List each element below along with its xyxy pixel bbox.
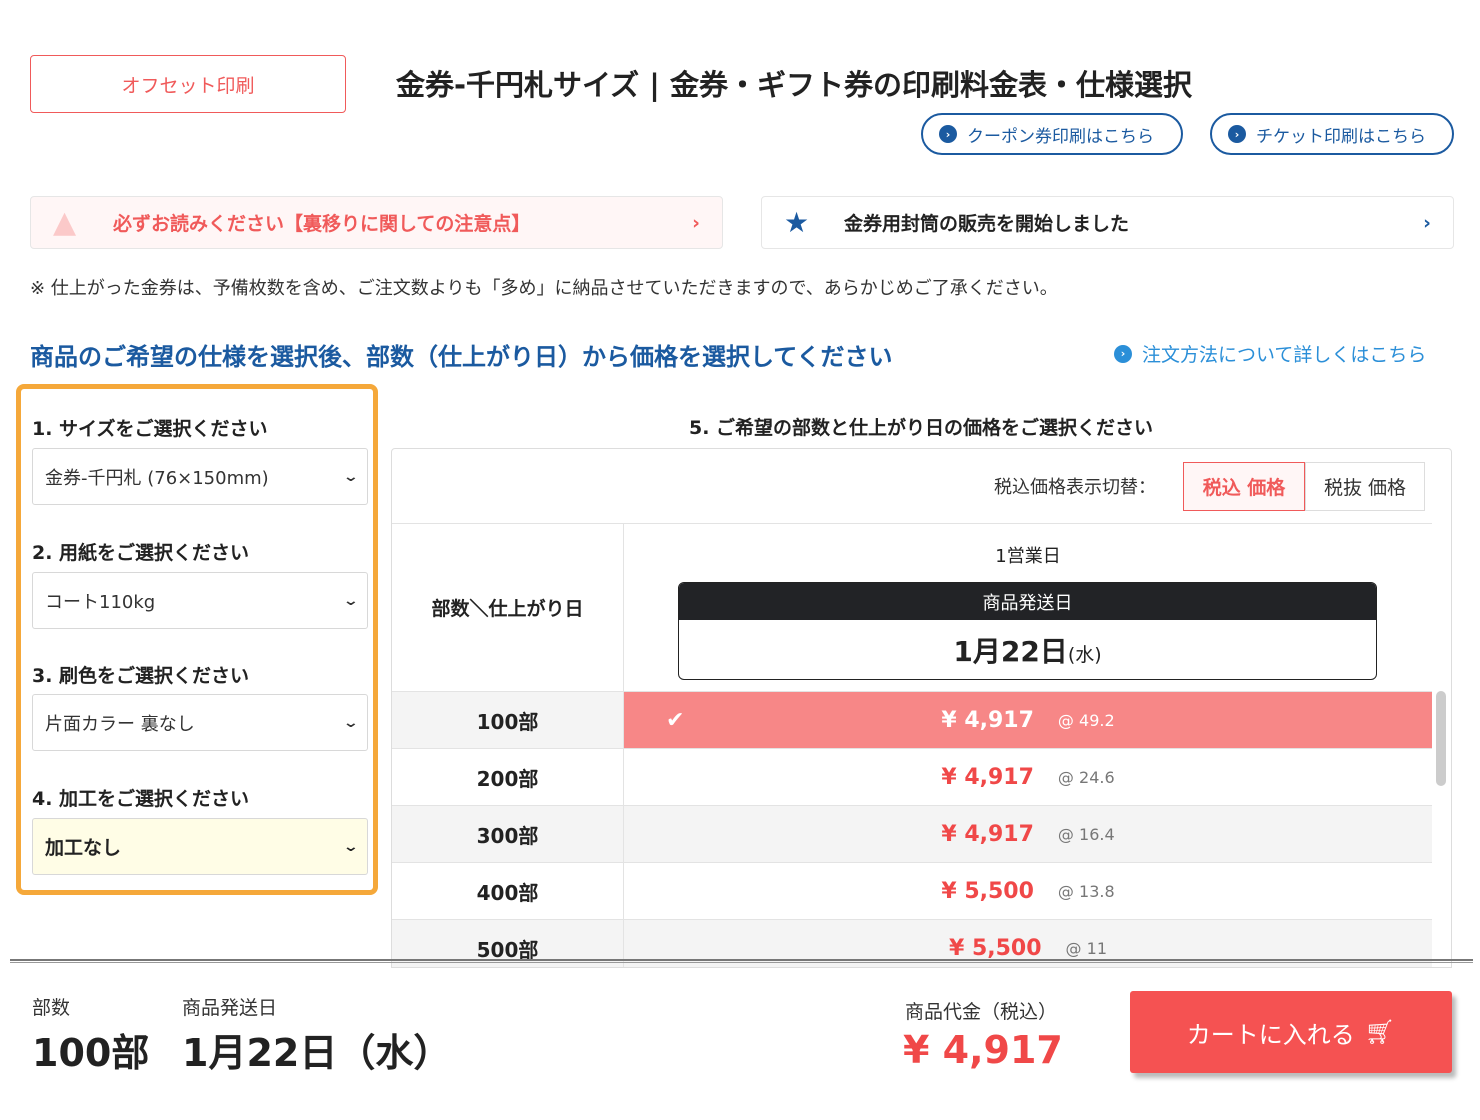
howto-link[interactable]: › 注文方法について詳しくはこちら [1114, 340, 1426, 367]
coupon-print-link[interactable]: › クーポン券印刷はこちら [921, 113, 1183, 155]
price-row[interactable]: 200部 ¥ 4,917 @ 24.6 [392, 748, 1432, 805]
paper-label: 2. 用紙をご選択ください [32, 542, 250, 564]
price-row[interactable]: 400部 ¥ 5,500 @ 13.8 [392, 862, 1432, 919]
price-cell[interactable]: ¥ 4,917 @ 16.4 [624, 806, 1432, 862]
chevron-down-icon: ⌄ [342, 592, 360, 609]
total-label: 商品代金（税込） [905, 1001, 1058, 1023]
chevron-right-icon: › [1114, 344, 1132, 363]
envelope-text: 金券用封筒の販売を開始しました [844, 213, 1130, 235]
chevron-down-icon: ⌄ [342, 838, 360, 855]
scrollbar[interactable] [1436, 691, 1446, 786]
chevron-right-icon: › [1423, 211, 1431, 234]
price: ¥ 4,917 [941, 821, 1034, 847]
cart-button-label: カートに入れる [1186, 1020, 1355, 1049]
unit-price: @ 11 [1065, 938, 1107, 958]
ship-label: 商品発送日 [182, 997, 278, 1019]
qty-cell: 200部 [392, 749, 624, 805]
price-cell[interactable]: ¥ 5,500 @ 11 [624, 920, 1432, 967]
price: ¥ 5,500 [941, 878, 1034, 904]
ship-date-box: 商品発送日 1月22日(水) [678, 582, 1377, 680]
qty-cell: 300部 [392, 806, 624, 862]
delivery-note: ※ 仕上がった金券は、予備枚数を含め、ご注文数よりも「多め」に納品させていただき… [30, 278, 1058, 299]
ship-date-label: 商品発送日 [679, 583, 1376, 620]
paper-select[interactable]: コート110kg ⌄ [32, 572, 368, 629]
ship-value: 1月22日（水） [182, 1031, 452, 1075]
corner-header: 部数＼仕上がり日 [392, 524, 624, 691]
link-label: 注文方法について詳しくはこちら [1142, 344, 1427, 366]
page-title: 金券-千円札サイズ | 金券・ギフト券の印刷料金表・仕様選択 [396, 68, 1192, 102]
finish-label: 4. 加工をご選択ください [32, 788, 250, 810]
unit-price: @ 49.2 [1057, 710, 1115, 730]
price-row[interactable]: 100部 ✔ ¥ 4,917 @ 49.2 [392, 691, 1432, 748]
price-cell[interactable]: ¥ 4,917 @ 24.6 [624, 749, 1432, 805]
color-label: 3. 刷色をご選択ください [32, 665, 250, 687]
ship-weekday: (水) [1067, 644, 1102, 666]
unit-price: @ 16.4 [1057, 824, 1115, 844]
price: ¥ 4,917 [941, 764, 1034, 790]
cart-icon: 🛒︎ [1364, 1018, 1396, 1046]
warning-notice[interactable]: ▲ 必ずお読みください【裏移りに関しての注意点】 › [30, 196, 723, 249]
price-table: 税込価格表示切替： 税込 価格 税抜 価格 部数＼仕上がり日 1営業日 商品発送… [391, 448, 1452, 968]
chevron-down-icon: ⌄ [342, 714, 360, 731]
select-value: コート110kg [45, 591, 156, 613]
size-select[interactable]: 金券-千円札 (76×150mm) ⌄ [32, 448, 368, 505]
chevron-down-icon: ⌄ [342, 468, 360, 485]
price-cell[interactable]: ✔ ¥ 4,917 @ 49.2 [624, 692, 1432, 748]
tax-excluded-toggle[interactable]: 税抜 価格 [1305, 462, 1425, 511]
select-value: 金券-千円札 (76×150mm) [45, 467, 269, 489]
total-price: ¥ 4,917 [903, 1028, 1063, 1072]
select-value: 片面カラー 裏なし [45, 713, 195, 735]
check-icon: ✔ [666, 707, 685, 733]
section-heading: 商品のご希望の仕様を選択後、部数（仕上がり日）から価格を選択してください [30, 343, 893, 371]
qty-cell: 100部 [392, 692, 624, 748]
ticket-print-link[interactable]: › チケット印刷はこちら [1210, 113, 1454, 155]
divider [10, 959, 1473, 963]
unit-price: @ 13.8 [1057, 881, 1115, 901]
price: ¥ 5,500 [948, 935, 1042, 961]
envelope-notice[interactable]: ★ 金券用封筒の販売を開始しました › [761, 196, 1454, 249]
options-panel [16, 384, 378, 895]
qty-cell: 500部 [392, 920, 624, 967]
chevron-right-icon: › [1228, 125, 1246, 143]
table-header: 部数＼仕上がり日 1営業日 商品発送日 1月22日(水) [392, 523, 1432, 691]
select-value: 加工なし [45, 837, 122, 859]
star-icon: ★ [784, 206, 810, 239]
add-to-cart-button[interactable]: カートに入れる 🛒︎ [1130, 991, 1452, 1073]
price-cell[interactable]: ¥ 5,500 @ 13.8 [624, 863, 1432, 919]
finish-select[interactable]: 加工なし ⌄ [32, 818, 368, 875]
offset-print-button[interactable]: オフセット印刷 [30, 55, 346, 113]
business-day-header: 1営業日 [995, 546, 1061, 567]
price-row[interactable]: 300部 ¥ 4,917 @ 16.4 [392, 805, 1432, 862]
size-label: 1. サイズをご選択ください [32, 418, 268, 440]
price: ¥ 4,917 [941, 707, 1034, 733]
qty-value: 100部 [32, 1031, 150, 1075]
price-table-heading: 5. ご希望の部数と仕上がり日の価格をご選択ください [688, 417, 1154, 439]
ship-date: 1月22日 [953, 635, 1068, 668]
qty-cell: 400部 [392, 863, 624, 919]
qty-label: 部数 [32, 997, 71, 1019]
warning-text: 必ずお読みください【裏移りに関しての注意点】 [113, 213, 531, 235]
chevron-right-icon: › [939, 125, 957, 143]
warning-icon: ▲ [53, 205, 77, 240]
tax-included-toggle[interactable]: 税込 価格 [1183, 462, 1305, 511]
unit-price: @ 24.6 [1057, 767, 1115, 787]
link-label: チケット印刷はこちら [1256, 126, 1426, 147]
tax-toggle-label: 税込価格表示切替： [994, 477, 1156, 498]
link-label: クーポン券印刷はこちら [967, 126, 1154, 147]
chevron-right-icon: › [692, 211, 700, 234]
color-select[interactable]: 片面カラー 裏なし ⌄ [32, 694, 368, 751]
